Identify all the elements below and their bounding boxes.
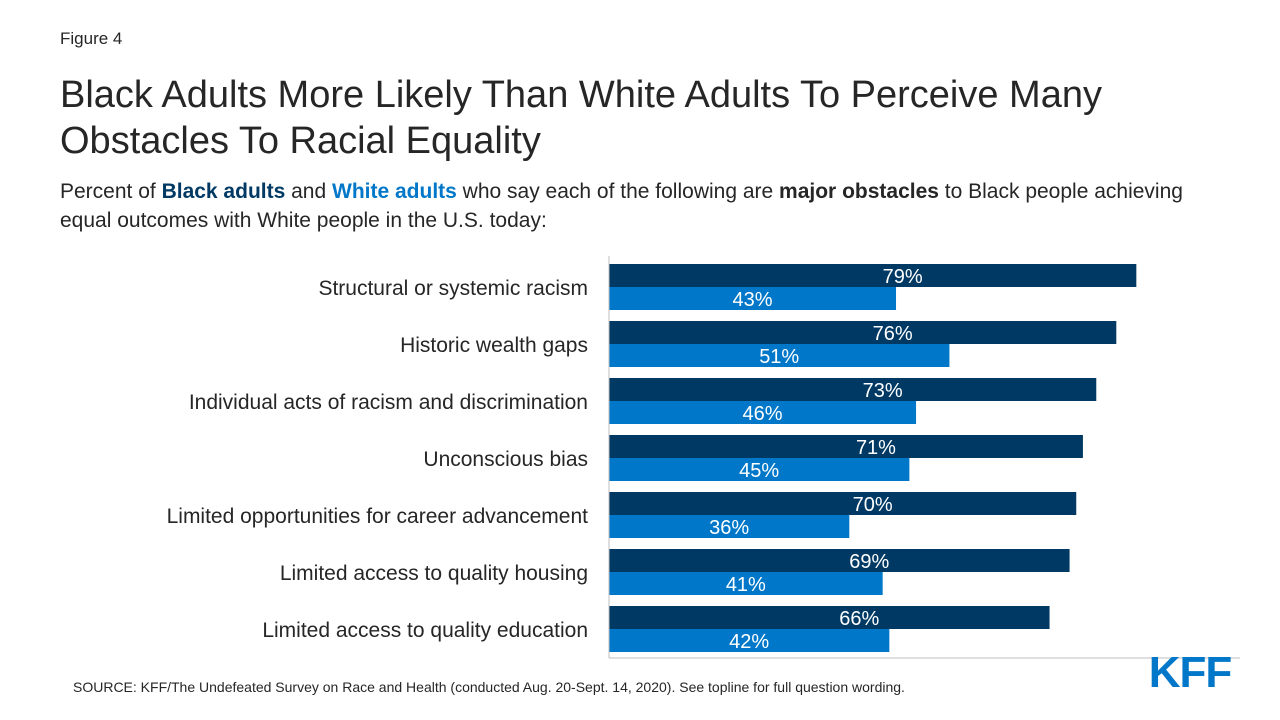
subtitle-text-3: who say each of the following are <box>456 180 780 203</box>
bar-black-adults <box>609 435 1083 458</box>
category-label: Limited access to quality housing <box>280 562 588 585</box>
subtitle-text-2: and <box>285 180 332 203</box>
bar-white-adults <box>609 287 897 310</box>
category-label: Structural or systemic racism <box>318 277 588 300</box>
data-label-white-adults: 42% <box>729 631 769 653</box>
bar-black-adults <box>609 606 1050 629</box>
bar-black-adults <box>609 321 1117 344</box>
category-label: Individual acts of racism and discrimina… <box>189 391 588 414</box>
svg-text:KFF: KFF <box>1149 648 1232 694</box>
bar-black-adults <box>609 492 1077 515</box>
data-label-white-adults: 45% <box>739 460 779 482</box>
data-label-black-adults: 70% <box>853 494 893 516</box>
subtitle-black-adults: Black adults <box>161 180 286 203</box>
data-label-white-adults: 46% <box>743 403 783 425</box>
data-label-black-adults: 79% <box>883 266 923 288</box>
bar-black-adults <box>609 549 1070 572</box>
bar-white-adults <box>609 401 917 424</box>
data-label-black-adults: 69% <box>849 551 889 573</box>
kff-logo: KFF <box>1149 648 1233 694</box>
bar-chart: 79% 43% Structural or systemic racism 76% 51… <box>167 256 1240 659</box>
data-label-white-adults: 51% <box>759 346 799 368</box>
data-label-black-adults: 73% <box>863 380 903 402</box>
bar-white-adults <box>609 458 910 481</box>
data-label-black-adults: 76% <box>873 323 913 345</box>
bar-black-adults <box>609 264 1137 287</box>
data-label-black-adults: 66% <box>839 608 879 630</box>
data-label-white-adults: 43% <box>732 289 772 311</box>
bar-black-adults <box>609 378 1097 401</box>
figure-label: Figure 4 <box>60 29 123 48</box>
data-label-white-adults: 41% <box>726 574 766 596</box>
subtitle-white-adults: White adults <box>332 180 457 203</box>
data-label-black-adults: 71% <box>856 437 896 459</box>
bar-white-adults <box>609 629 890 652</box>
category-label: Historic wealth gaps <box>400 334 588 357</box>
subtitle-emphasis: major obstacles <box>779 180 939 203</box>
category-label: Limited opportunities for career advance… <box>167 505 589 528</box>
chart-title: Black Adults More Likely Than White Adul… <box>60 74 1102 162</box>
data-label-white-adults: 36% <box>709 517 749 539</box>
category-label: Unconscious bias <box>423 448 588 471</box>
bar-white-adults <box>609 572 883 595</box>
subtitle-text-4: to Black people achieving equal outcomes… <box>60 180 1183 232</box>
chart-subtitle: Percent of Black adults and White adults… <box>60 177 1220 235</box>
source-note: SOURCE: KFF/The Undefeated Survey on Rac… <box>73 679 905 695</box>
category-label: Limited access to quality education <box>262 619 588 642</box>
bar-white-adults <box>609 344 950 367</box>
subtitle-text-1: Percent of <box>60 180 162 203</box>
bar-white-adults <box>609 515 850 538</box>
